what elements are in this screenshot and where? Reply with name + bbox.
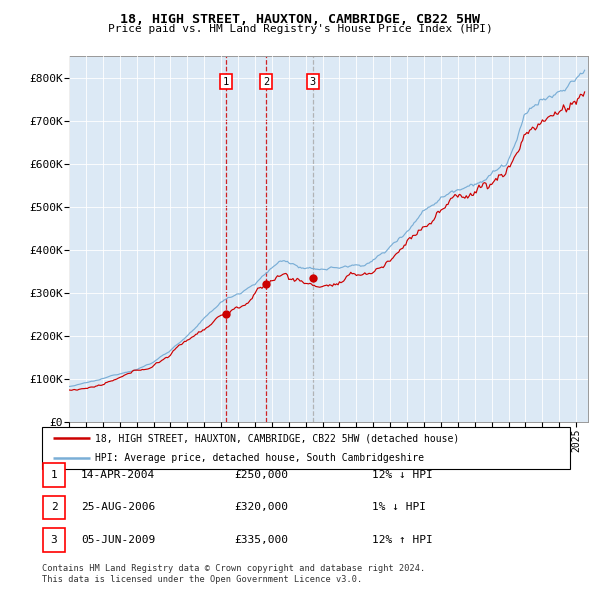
Text: 3: 3	[310, 77, 316, 87]
Text: 18, HIGH STREET, HAUXTON, CAMBRIDGE, CB22 5HW: 18, HIGH STREET, HAUXTON, CAMBRIDGE, CB2…	[120, 13, 480, 26]
Text: 1: 1	[223, 77, 229, 87]
Text: 1% ↓ HPI: 1% ↓ HPI	[372, 503, 426, 512]
FancyBboxPatch shape	[42, 427, 570, 469]
Text: 05-JUN-2009: 05-JUN-2009	[81, 535, 155, 545]
Text: £250,000: £250,000	[234, 470, 288, 480]
Text: 25-AUG-2006: 25-AUG-2006	[81, 503, 155, 512]
Text: HPI: Average price, detached house, South Cambridgeshire: HPI: Average price, detached house, Sout…	[95, 453, 424, 463]
Text: £335,000: £335,000	[234, 535, 288, 545]
Text: 12% ↓ HPI: 12% ↓ HPI	[372, 470, 433, 480]
FancyBboxPatch shape	[43, 528, 65, 552]
Text: Contains HM Land Registry data © Crown copyright and database right 2024.: Contains HM Land Registry data © Crown c…	[42, 565, 425, 573]
FancyBboxPatch shape	[43, 496, 65, 519]
Text: 3: 3	[50, 535, 58, 545]
Text: 2: 2	[50, 503, 58, 512]
Text: 12% ↑ HPI: 12% ↑ HPI	[372, 535, 433, 545]
FancyBboxPatch shape	[43, 463, 65, 487]
Text: £320,000: £320,000	[234, 503, 288, 512]
Text: 14-APR-2004: 14-APR-2004	[81, 470, 155, 480]
Text: Price paid vs. HM Land Registry's House Price Index (HPI): Price paid vs. HM Land Registry's House …	[107, 24, 493, 34]
Text: 18, HIGH STREET, HAUXTON, CAMBRIDGE, CB22 5HW (detached house): 18, HIGH STREET, HAUXTON, CAMBRIDGE, CB2…	[95, 433, 459, 443]
Text: This data is licensed under the Open Government Licence v3.0.: This data is licensed under the Open Gov…	[42, 575, 362, 584]
Text: 2: 2	[263, 77, 269, 87]
Text: 1: 1	[50, 470, 58, 480]
